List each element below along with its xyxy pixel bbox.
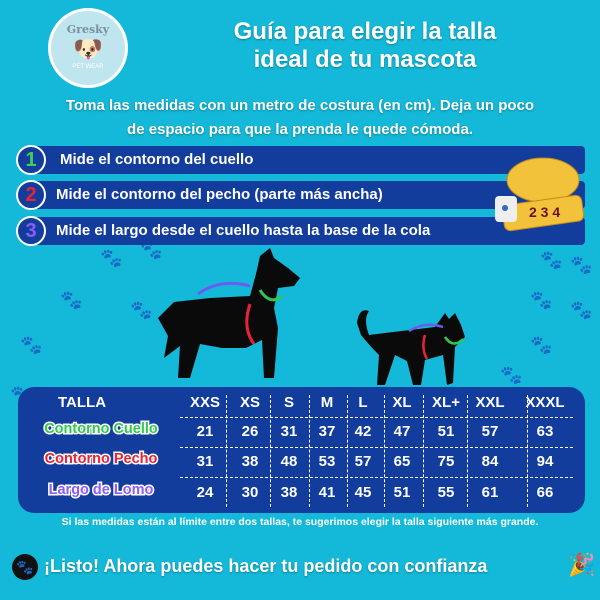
instructions: Toma las medidas con un metro de costura…: [10, 94, 590, 142]
column-divider: [226, 395, 227, 507]
table-cell: 75: [437, 453, 455, 470]
table-cell: 30: [241, 484, 259, 501]
title-line-1: Guía para elegir la talla: [233, 18, 497, 45]
table-cell: 94: [536, 453, 554, 470]
table-cell: 57: [481, 423, 499, 440]
size-note: Si las medidas están al límite entre dos…: [61, 516, 539, 528]
table-cell: 38: [280, 484, 298, 501]
party-popper-icon: 🎉: [568, 552, 596, 577]
title-line-2: ideal de tu mascota: [253, 46, 477, 73]
column-divider: [467, 395, 468, 507]
table-header-talla: TALLA: [58, 394, 107, 411]
table-cell: 65: [393, 453, 411, 470]
table-cell: 41: [318, 484, 336, 501]
table-cell: 24: [196, 484, 214, 501]
table-cell: 45: [354, 484, 372, 501]
step-number-1: 1: [16, 145, 46, 175]
column-divider: [309, 395, 310, 507]
cat-silhouette: [357, 310, 465, 385]
paw-badge-icon: 🐾: [12, 554, 38, 580]
size-header: M: [320, 394, 334, 411]
column-divider: [527, 395, 528, 507]
step-number-2: 2: [16, 180, 46, 210]
column-divider: [423, 395, 424, 507]
table-cell: 31: [280, 423, 298, 440]
table-cell: 51: [437, 423, 455, 440]
size-header: L: [358, 394, 368, 411]
column-divider: [384, 395, 385, 507]
table-cell: 55: [437, 484, 455, 501]
logo-mascot-icon: 🐶: [73, 36, 103, 63]
table-cell: 42: [354, 423, 372, 440]
table-cell: 57: [354, 453, 372, 470]
column-divider: [270, 395, 271, 507]
step-1: 1 Mide el contorno del cuello: [16, 145, 585, 175]
row-divider: [180, 447, 573, 448]
row-label: Contorno Pecho: [43, 450, 159, 469]
step-label: Mide el contorno del cuello: [60, 151, 254, 168]
row-label: Largo de Lomo: [47, 481, 155, 500]
instructions-line-1: Toma las medidas con un metro de costura…: [65, 97, 535, 114]
size-header: XL+: [432, 394, 460, 411]
table-cell: 84: [481, 453, 499, 470]
table-cell: 63: [536, 423, 554, 440]
page-title: Guía para elegir la talla ideal de tu ma…: [170, 18, 560, 74]
logo: Gresky 🐶 PET WEAR: [48, 8, 128, 88]
logo-subtext: PET WEAR: [72, 64, 104, 70]
size-header: XXS: [189, 394, 220, 411]
row-divider: [180, 417, 573, 418]
tape-numbers: 2 3 4: [529, 204, 561, 220]
closing-message: ¡Listo! Ahora puedes hacer tu pedido con…: [44, 556, 488, 576]
table-cell: 26: [241, 423, 259, 440]
table-cell: 47: [393, 423, 411, 440]
table-cell: 66: [536, 484, 554, 501]
table-cell: 31: [196, 453, 214, 470]
size-header: XXL: [475, 394, 505, 411]
table-cell: 21: [196, 423, 214, 440]
size-header: S: [283, 394, 294, 411]
measuring-tape-icon: 2 3 4: [495, 150, 585, 240]
table-cell: 61: [481, 484, 499, 501]
size-header: XL: [392, 394, 412, 411]
row-divider: [180, 477, 573, 478]
step-label: Mide el largo desde el cuello hasta la b…: [56, 222, 431, 239]
logo-text: Gresky: [66, 23, 110, 36]
dog-silhouette: [158, 248, 300, 378]
table-cell: 48: [280, 453, 298, 470]
step-3: 3 Mide el largo desde el cuello hasta la…: [16, 216, 585, 246]
instructions-line-2: de espacio para que la prenda le quede c…: [127, 121, 473, 138]
table-cell: 53: [318, 453, 336, 470]
column-divider: [347, 395, 348, 507]
step-number-3: 3: [16, 216, 46, 246]
row-label: Contorno Cuello: [43, 420, 160, 439]
size-header: XXXL: [525, 394, 565, 411]
size-table: TALLA XXS XS S M L XL XL+ XXL XXXL Contorno Cuell…: [18, 387, 585, 513]
step-2: 2 Mide el contorno del pecho (parte más …: [16, 180, 585, 210]
table-cell: 37: [318, 423, 336, 440]
size-header: XS: [239, 394, 260, 411]
step-label: Mide el contorno del pecho (parte más an…: [56, 186, 383, 203]
table-cell: 38: [241, 453, 259, 470]
table-cell: 51: [393, 484, 411, 501]
